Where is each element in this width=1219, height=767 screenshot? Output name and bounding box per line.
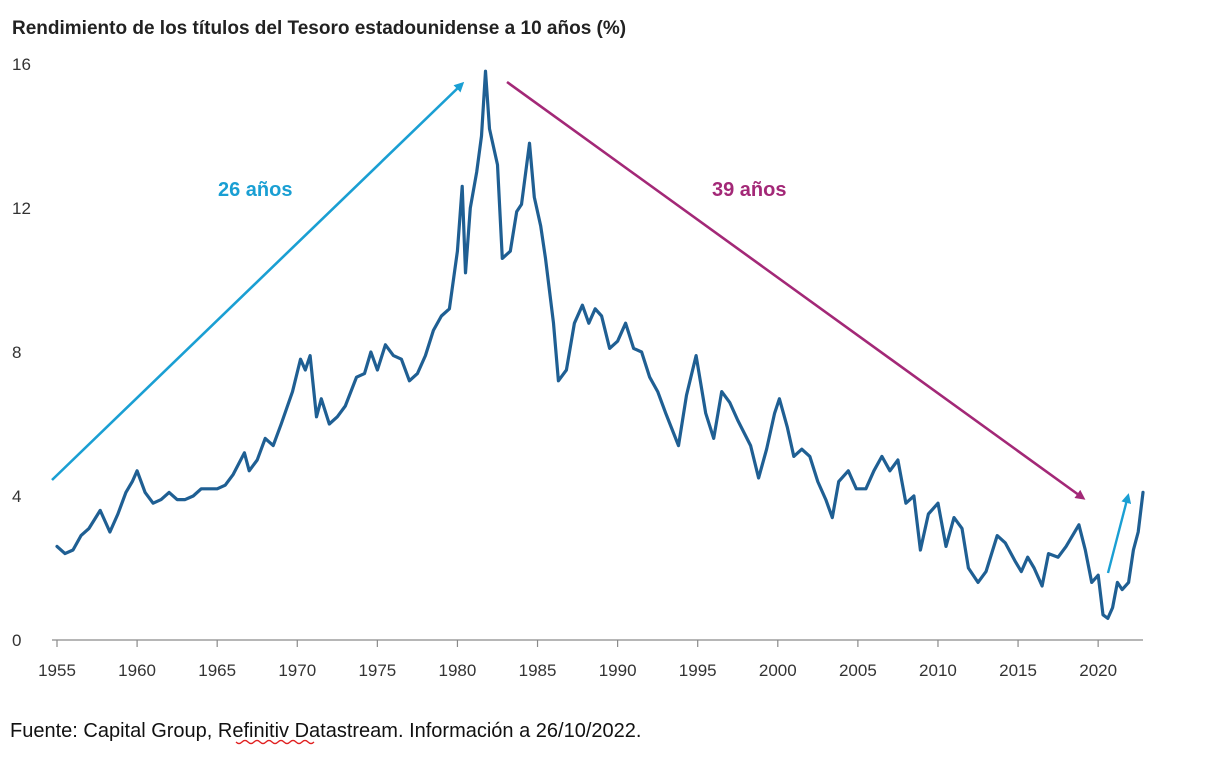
y-axis-ticks: 0 4 8 12 16 (12, 55, 31, 650)
yield-series-line (57, 71, 1143, 618)
x-tick-label: 1995 (679, 661, 717, 680)
y-tick-label: 0 (12, 631, 21, 650)
uptrend-arrow (52, 84, 462, 480)
x-tick-label: 1955 (38, 661, 76, 680)
x-tick-label: 2015 (999, 661, 1037, 680)
x-axis-ticks: 1955 1960 1965 1970 1975 1980 1985 1990 1995 2000… (38, 640, 1117, 680)
downtrend-arrow (507, 82, 1083, 498)
x-tick-label: 1980 (439, 661, 477, 680)
y-tick-label: 8 (12, 343, 21, 362)
annotation-39-years: 39 años (712, 179, 786, 201)
x-tick-label: 2020 (1079, 661, 1117, 680)
y-tick-label: 4 (12, 487, 21, 506)
annotation-26-years: 26 años (218, 179, 292, 201)
yield-chart: Rendimiento de los títulos del Tesoro es… (0, 0, 1219, 767)
x-tick-label: 1975 (358, 661, 396, 680)
chart-title: Rendimiento de los títulos del Tesoro es… (12, 18, 626, 39)
x-tick-label: 1960 (118, 661, 156, 680)
recent-uptrend-arrow (1108, 496, 1128, 573)
y-tick-label: 16 (12, 55, 31, 74)
x-tick-label: 1970 (278, 661, 316, 680)
x-tick-label: 1965 (198, 661, 236, 680)
y-tick-label: 12 (12, 199, 31, 218)
x-tick-label: 2010 (919, 661, 957, 680)
x-tick-label: 1990 (599, 661, 637, 680)
source-note: Fuente: Capital Group, Refinitiv Datastr… (10, 720, 641, 742)
x-tick-label: 1985 (519, 661, 557, 680)
x-tick-label: 2005 (839, 661, 877, 680)
x-tick-label: 2000 (759, 661, 797, 680)
